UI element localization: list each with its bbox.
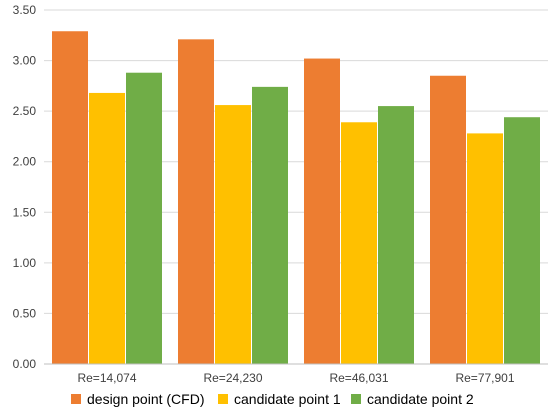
y-tick-label: 3.00 bbox=[13, 54, 37, 68]
y-tick-label: 0.50 bbox=[13, 306, 37, 320]
bars bbox=[52, 31, 540, 365]
x-category-label: Re=46,031 bbox=[329, 371, 388, 385]
bar-candidate-point-1-2 bbox=[341, 122, 377, 364]
x-category-label: Re=24,230 bbox=[203, 371, 262, 385]
legend-label: design point (CFD) bbox=[87, 391, 205, 407]
bar-design-point-cfd-2 bbox=[304, 58, 340, 364]
bar-design-point-cfd-1 bbox=[178, 39, 214, 365]
y-tick-label: 3.50 bbox=[13, 3, 37, 17]
y-tick-label: 1.50 bbox=[13, 205, 37, 219]
x-axis-category-labels: Re=14,074 Re=24,230 Re=46,031 Re=77,901 bbox=[77, 371, 514, 385]
bar-design-point-cfd-0 bbox=[52, 31, 88, 365]
y-tick-label: 2.50 bbox=[13, 104, 37, 118]
y-axis-tick-labels: 0.00 0.50 1.00 1.50 2.00 2.50 3.00 3.50 bbox=[13, 3, 37, 371]
bar-candidate-point-1-3 bbox=[467, 133, 503, 364]
legend: design point (CFD) candidate point 1 candi… bbox=[71, 391, 474, 407]
legend-swatch bbox=[218, 394, 228, 404]
bar-design-point-cfd-3 bbox=[430, 75, 466, 364]
bar-candidate-point-2-3 bbox=[504, 117, 540, 364]
legend-label: candidate point 1 bbox=[234, 391, 341, 407]
bar-candidate-point-1-0 bbox=[89, 92, 125, 365]
bar-candidate-point-2-0 bbox=[126, 72, 162, 365]
bar-candidate-point-2-1 bbox=[252, 86, 288, 365]
bar-candidate-point-2-2 bbox=[378, 106, 414, 364]
y-tick-label: 2.00 bbox=[13, 155, 37, 169]
legend-swatch bbox=[351, 394, 361, 404]
legend-swatch bbox=[71, 394, 81, 404]
bar-candidate-point-1-1 bbox=[215, 105, 251, 365]
y-tick-label: 0.00 bbox=[13, 357, 37, 371]
x-category-label: Re=14,074 bbox=[77, 371, 136, 385]
x-category-label: Re=77,901 bbox=[455, 371, 514, 385]
legend-label: candidate point 2 bbox=[367, 391, 474, 407]
y-tick-label: 1.00 bbox=[13, 256, 37, 270]
